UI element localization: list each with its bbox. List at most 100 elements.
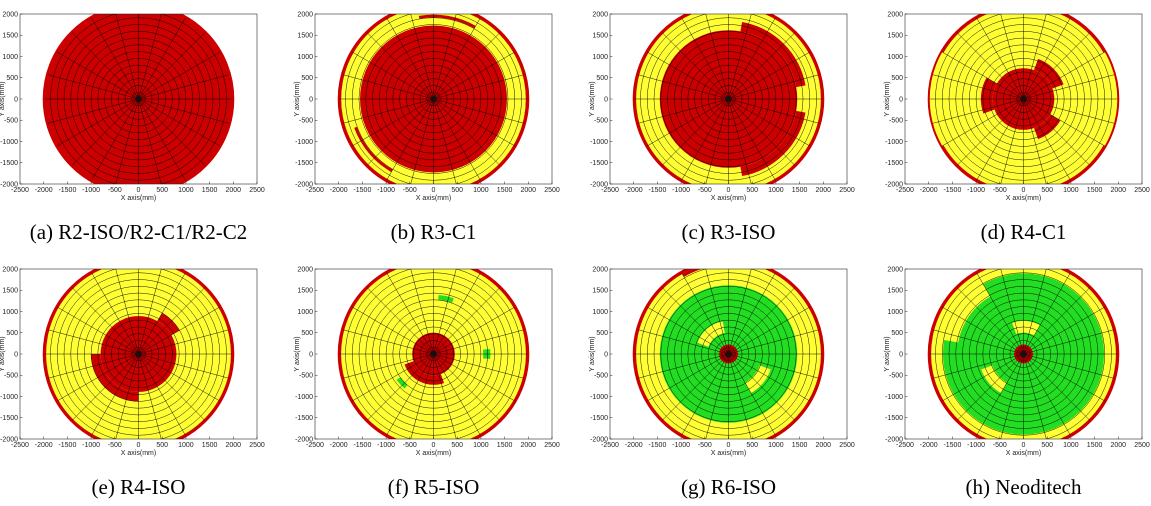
y-tick-label: -1000 (0, 394, 18, 401)
y-tick-label: 0 (604, 96, 608, 103)
x-tick-label: 1000 (1063, 187, 1079, 194)
plot-area (44, 4, 234, 194)
x-tick-label: 2000 (521, 442, 537, 449)
y-tick-label: 500 (596, 330, 608, 337)
y-axis-label: Y axis(mm) (0, 336, 6, 371)
x-tick-label: 1500 (497, 187, 513, 194)
y-tick-label: -2000 (295, 181, 313, 188)
x-tick-label: -1000 (377, 442, 395, 449)
y-tick-label: -1000 (885, 394, 903, 401)
x-tick-label: 0 (137, 442, 141, 449)
y-tick-label: 1000 (592, 54, 608, 61)
x-tick-label: 1500 (202, 187, 218, 194)
y-tick-label: -1000 (885, 139, 903, 146)
x-tick-label: 2500 (544, 187, 560, 194)
y-tick-label: 0 (14, 96, 18, 103)
y-tick-label: -2000 (885, 181, 903, 188)
x-tick-label: 500 (746, 187, 758, 194)
y-tick-label: -2000 (0, 181, 18, 188)
y-tick-label: 2000 (887, 266, 903, 273)
y-tick-label: -500 (594, 118, 608, 125)
y-tick-label: -1000 (295, 394, 313, 401)
x-tick-label: 500 (451, 442, 463, 449)
y-tick-label: 0 (899, 96, 903, 103)
x-tick-label: 1000 (768, 442, 784, 449)
chart-panel: -2500 -2000 -1500 -1000 -500 0 500 1000 1500 2000… (589, 259, 855, 499)
x-tick-label: -1500 (58, 442, 76, 449)
plot-area (634, 259, 824, 449)
x-tick-label: 500 (156, 442, 168, 449)
x-tick-label: -2000 (920, 187, 938, 194)
y-tick-label: -500 (4, 373, 18, 380)
x-tick-label: -1000 (967, 187, 985, 194)
y-tick-label: 500 (301, 330, 313, 337)
y-axis-label: Y axis(mm) (884, 336, 891, 371)
x-tick-label: -2000 (625, 187, 643, 194)
chart-panel: -2500 -2000 -1500 -1000 -500 0 500 1000 1500 2000… (0, 259, 265, 499)
panel-caption: (h) Neoditech (965, 475, 1082, 499)
panel-grid: -2500 -2000 -1500 -1000 -500 0 500 1000 1500 2000… (0, 4, 1150, 499)
y-tick-label: 1500 (592, 288, 608, 295)
y-tick-label: 1500 (887, 288, 903, 295)
plot-area (44, 259, 234, 449)
x-tick-label: 500 (1041, 442, 1053, 449)
y-tick-label: 1000 (887, 309, 903, 316)
x-tick-label: 1500 (202, 442, 218, 449)
x-tick-label: -1000 (967, 442, 985, 449)
chart-panel: -2500 -2000 -1500 -1000 -500 0 500 1000 1500 2000… (294, 259, 560, 499)
x-tick-label: -500 (698, 187, 712, 194)
x-tick-label: -500 (993, 442, 1007, 449)
x-axis-label: X axis(mm) (711, 450, 746, 457)
y-tick-label: -1500 (590, 160, 608, 167)
x-tick-label: -1500 (648, 187, 666, 194)
panel-caption: (e) R4-ISO (92, 475, 186, 499)
x-tick-label: 0 (1022, 187, 1026, 194)
chart-panel: -2500 -2000 -1500 -1000 -500 0 500 1000 1500 2000… (884, 259, 1150, 499)
x-tick-label: 1500 (497, 442, 513, 449)
y-tick-label: -1500 (885, 160, 903, 167)
chart-panel: -2500 -2000 -1500 -1000 -500 0 500 1000 1500 2000… (0, 4, 265, 244)
y-axis-label: Y axis(mm) (294, 336, 301, 371)
x-tick-label: 1000 (473, 187, 489, 194)
plot-area (634, 4, 824, 194)
x-tick-label: -1500 (353, 442, 371, 449)
plot-area (929, 4, 1119, 194)
x-tick-label: -1000 (377, 187, 395, 194)
panel-caption: (f) R5-ISO (388, 475, 480, 499)
x-tick-label: 2500 (249, 442, 265, 449)
x-tick-label: 2500 (544, 442, 560, 449)
x-tick-label: 0 (727, 187, 731, 194)
x-tick-label: 1500 (1087, 187, 1103, 194)
y-axis-label: Y axis(mm) (884, 81, 891, 116)
x-tick-label: -2000 (35, 442, 53, 449)
y-tick-label: -1000 (590, 139, 608, 146)
y-axis-label: Y axis(mm) (589, 81, 596, 116)
x-tick-label: 2000 (226, 187, 242, 194)
y-tick-label: 1000 (592, 309, 608, 316)
y-tick-label: 0 (309, 96, 313, 103)
x-tick-label: 1000 (1063, 442, 1079, 449)
panel-caption: (b) R3-C1 (391, 220, 477, 244)
x-tick-label: 1000 (178, 187, 194, 194)
y-tick-label: 1500 (887, 33, 903, 40)
y-tick-label: 1500 (297, 288, 313, 295)
center-hub (726, 96, 732, 102)
x-tick-label: 2000 (816, 442, 832, 449)
x-axis-label: X axis(mm) (711, 195, 746, 202)
x-tick-label: -1000 (82, 442, 100, 449)
y-tick-label: 500 (891, 75, 903, 82)
x-tick-label: -500 (108, 442, 122, 449)
x-axis-label: X axis(mm) (416, 450, 451, 457)
panel-caption: (a) R2-ISO/R2-C1/R2-C2 (30, 220, 248, 244)
y-tick-label: -500 (299, 373, 313, 380)
y-axis-label: Y axis(mm) (294, 81, 301, 116)
x-axis-label: X axis(mm) (121, 195, 156, 202)
y-tick-label: 2000 (2, 11, 18, 18)
x-tick-label: 2000 (226, 442, 242, 449)
x-tick-label: 0 (137, 187, 141, 194)
y-tick-label: -500 (594, 373, 608, 380)
x-tick-label: 2000 (1111, 442, 1127, 449)
center-hub (136, 351, 142, 357)
x-tick-label: 1500 (792, 187, 808, 194)
x-tick-label: 1000 (768, 187, 784, 194)
